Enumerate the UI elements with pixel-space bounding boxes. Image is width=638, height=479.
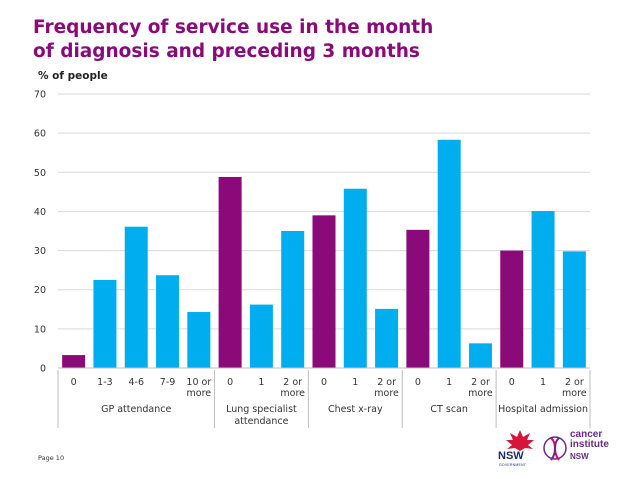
group-label: Hospital admission bbox=[498, 404, 588, 415]
cancer-institute-logo-icon bbox=[543, 436, 567, 461]
x-tick-label: 0 bbox=[71, 377, 77, 388]
x-tick-label: 0 bbox=[227, 377, 233, 388]
x-tick-label: more bbox=[562, 388, 587, 399]
bar bbox=[562, 251, 586, 368]
bar bbox=[343, 188, 367, 368]
nsw-logo-text: NSW bbox=[498, 450, 524, 462]
x-tick-label: 2 or bbox=[471, 377, 490, 388]
ci-line2: institute bbox=[570, 439, 609, 450]
ci-line1: cancer bbox=[570, 429, 603, 440]
x-tick-label: 1-3 bbox=[97, 377, 113, 388]
bar bbox=[468, 343, 492, 368]
waratah-logo-icon bbox=[506, 430, 534, 451]
x-tick-label: 7-9 bbox=[160, 377, 176, 388]
bar bbox=[406, 229, 430, 368]
cancer-institute-logo-nsw: NSW bbox=[570, 452, 589, 461]
bar bbox=[312, 215, 336, 368]
y-tick-label: 50 bbox=[34, 168, 46, 179]
x-tick-label: 1 bbox=[446, 377, 452, 388]
bar bbox=[375, 308, 399, 368]
bar bbox=[531, 211, 555, 368]
bar bbox=[156, 275, 180, 368]
bar bbox=[124, 226, 148, 368]
y-tick-label: 60 bbox=[34, 129, 46, 140]
x-tick-label: more bbox=[280, 388, 305, 399]
group-label: Chest x-ray bbox=[328, 404, 383, 415]
x-tick-label: more bbox=[468, 388, 493, 399]
group-label: Lung specialist bbox=[226, 404, 297, 415]
bar bbox=[62, 355, 86, 368]
bar bbox=[500, 250, 524, 368]
y-tick-label: 40 bbox=[34, 207, 46, 218]
x-tick-label: 0 bbox=[509, 377, 515, 388]
x-tick-label: 2 or bbox=[377, 377, 396, 388]
x-tick-label: 0 bbox=[321, 377, 327, 388]
x-tick-label: 10 or bbox=[186, 377, 211, 388]
group-label: GP attendance bbox=[101, 404, 171, 415]
bar bbox=[281, 231, 305, 368]
nsw-logo-subtext: GOVERNMENT bbox=[499, 463, 527, 467]
x-tick-label: 2 or bbox=[283, 377, 302, 388]
y-tick-label: 20 bbox=[34, 285, 46, 296]
bar bbox=[218, 176, 242, 368]
page-number: Page 10 bbox=[38, 454, 65, 462]
bar bbox=[187, 312, 211, 368]
logos: NSW GOVERNMENT cancer institute NSW bbox=[498, 428, 618, 472]
y-tick-label: 0 bbox=[40, 364, 46, 375]
group-label: CT scan bbox=[430, 404, 467, 415]
x-tick-label: more bbox=[187, 388, 212, 399]
cancer-institute-logo-text: cancer institute bbox=[570, 430, 609, 450]
x-tick-label: 1 bbox=[352, 377, 358, 388]
x-tick-label: 1 bbox=[540, 377, 546, 388]
bar bbox=[249, 304, 273, 368]
x-tick-label: more bbox=[374, 388, 399, 399]
y-tick-label: 70 bbox=[34, 90, 46, 101]
x-tick-label: 4-6 bbox=[128, 377, 144, 388]
y-tick-label: 30 bbox=[34, 246, 46, 257]
x-tick-label: 2 or bbox=[565, 377, 584, 388]
bar bbox=[437, 139, 461, 368]
x-tick-label: 0 bbox=[415, 377, 421, 388]
chart-title: Frequency of service use in the month of… bbox=[33, 17, 434, 62]
y-tick-label: 10 bbox=[34, 324, 46, 335]
x-tick-label: 1 bbox=[258, 377, 264, 388]
y-axis-label: % of people bbox=[38, 70, 108, 82]
bar bbox=[93, 279, 117, 368]
group-label: attendance bbox=[234, 416, 288, 427]
